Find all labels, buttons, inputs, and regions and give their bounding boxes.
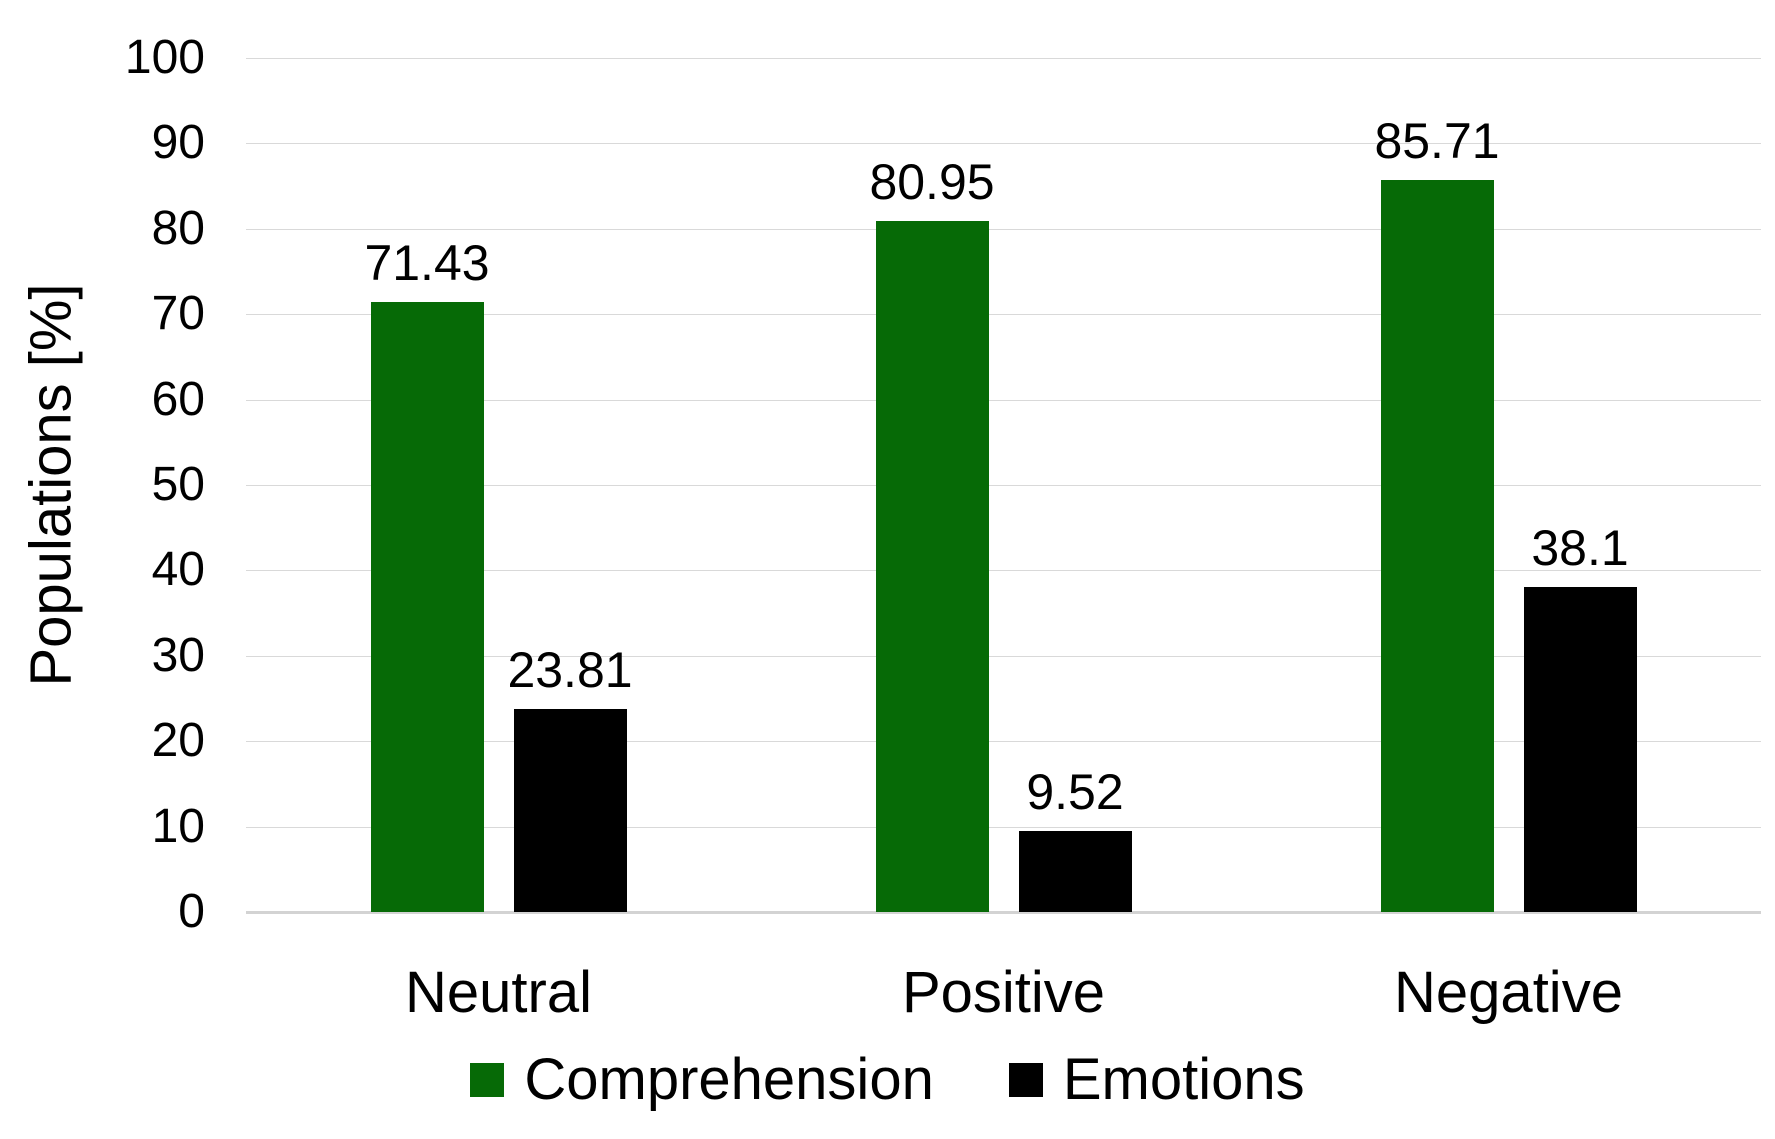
y-tick-label-10: 10 <box>151 799 205 853</box>
bar-value-label-comprehension-negative: 85.71 <box>1374 113 1500 170</box>
gridline <box>246 399 1761 401</box>
bar-emotions-negative <box>1523 586 1637 912</box>
x-axis-label-negative: Negative <box>1394 960 1623 1025</box>
y-tick-label-70: 70 <box>151 287 205 341</box>
legend-swatch-emotions <box>1008 1063 1043 1097</box>
legend-swatch-comprehension <box>470 1063 505 1097</box>
gridline <box>246 741 1761 743</box>
gridline <box>246 826 1761 828</box>
bar-comprehension-negative <box>1380 180 1494 912</box>
gridline <box>246 570 1761 572</box>
bar-comprehension-neutral <box>370 301 484 912</box>
gridline <box>246 485 1761 486</box>
x-axis-label-neutral: Neutral <box>405 960 592 1025</box>
x-axis-line <box>246 911 1761 914</box>
y-tick-label-50: 50 <box>151 458 205 511</box>
legend-label-emotions: Emotions <box>1062 1047 1305 1112</box>
y-tick-label-100: 100 <box>124 31 205 84</box>
y-tick-label-80: 80 <box>151 201 205 255</box>
y-tick-label-30: 30 <box>151 628 205 682</box>
bar-value-label-emotions-positive: 9.52 <box>1026 763 1124 820</box>
bar-value-label-comprehension-positive: 80.95 <box>869 153 995 210</box>
legend-item-emotions: Emotions <box>1008 1047 1305 1112</box>
gridline <box>246 655 1761 657</box>
gridline <box>246 58 1761 59</box>
bar-value-label-emotions-neutral: 23.81 <box>507 641 633 698</box>
x-axis-label-positive: Positive <box>901 960 1106 1025</box>
y-tick-label-60: 60 <box>151 372 205 426</box>
legend: Comprehension Emotions <box>0 1048 1775 1112</box>
y-tick-label-40: 40 <box>151 543 205 597</box>
bar-value-label-comprehension-neutral: 71.43 <box>364 234 490 291</box>
gridline <box>246 143 1761 145</box>
gridline <box>246 228 1761 230</box>
gridline <box>246 314 1761 316</box>
bar-value-label-emotions-negative: 38.1 <box>1531 519 1629 576</box>
y-tick-label-0: 0 <box>178 885 205 938</box>
y-tick-label-90: 90 <box>151 116 205 170</box>
bar-comprehension-positive <box>875 220 989 912</box>
y-tick-label-20: 20 <box>151 714 205 768</box>
legend-label-comprehension: Comprehension <box>524 1047 934 1112</box>
bar-emotions-positive <box>1018 830 1132 912</box>
bar-emotions-neutral <box>513 708 627 912</box>
legend-item-comprehension: Comprehension <box>470 1047 934 1112</box>
